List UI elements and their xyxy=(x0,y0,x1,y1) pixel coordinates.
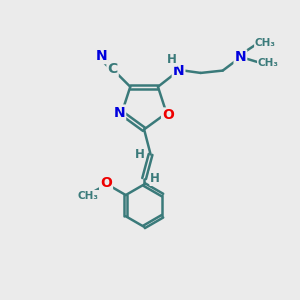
Text: CH₃: CH₃ xyxy=(255,38,276,48)
Text: N: N xyxy=(113,106,125,119)
Text: CH₃: CH₃ xyxy=(258,58,279,68)
Text: CH₃: CH₃ xyxy=(77,191,98,201)
Text: H: H xyxy=(167,53,177,66)
Text: C: C xyxy=(107,62,118,76)
Text: N: N xyxy=(95,49,107,63)
Text: O: O xyxy=(100,176,112,190)
Text: O: O xyxy=(162,109,174,122)
Text: N: N xyxy=(173,64,184,78)
Text: H: H xyxy=(150,172,160,185)
Text: N: N xyxy=(235,50,246,64)
Text: H: H xyxy=(134,148,144,161)
